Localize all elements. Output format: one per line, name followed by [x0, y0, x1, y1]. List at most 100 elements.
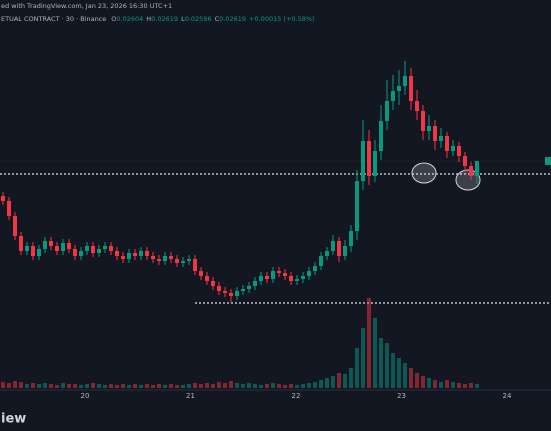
- candle-body: [331, 241, 335, 251]
- candle-body: [367, 141, 371, 176]
- candle-body: [7, 201, 11, 216]
- volume-bar: [1, 382, 5, 388]
- volume-bar: [163, 385, 167, 388]
- candle-body: [469, 166, 473, 176]
- volume-bar: [103, 385, 107, 388]
- candle-body: [319, 256, 323, 266]
- volume-bar: [43, 383, 47, 388]
- candle-body: [1, 196, 5, 201]
- candle-body: [343, 246, 347, 256]
- volume-bar: [415, 373, 419, 388]
- candle-body: [163, 256, 167, 261]
- x-tick-label: 21: [186, 392, 195, 400]
- volume-bar: [409, 368, 413, 388]
- candle-body: [175, 259, 179, 263]
- volume-bar: [79, 385, 83, 388]
- candle-body: [295, 279, 299, 281]
- volume-bar: [265, 384, 269, 388]
- volume-bar: [223, 383, 227, 388]
- candle-body: [265, 276, 269, 279]
- candle-body: [97, 249, 101, 253]
- volume-bar: [13, 381, 17, 388]
- volume-bar: [187, 384, 191, 388]
- header-line: ETUAL CONTRACT · 30 · Binance O0.02604 H0.…: [1, 15, 315, 23]
- candle-body: [127, 253, 131, 259]
- volume-bar: [403, 363, 407, 388]
- ohlc-label: L: [181, 15, 185, 23]
- highlight-circle: [455, 169, 481, 191]
- volume-bar: [427, 378, 431, 388]
- candle-body: [85, 246, 89, 251]
- candle-body: [229, 293, 233, 296]
- volume-bar: [31, 383, 35, 388]
- candle-body: [13, 216, 17, 236]
- volume-bar: [145, 384, 149, 388]
- candle-body: [241, 289, 245, 291]
- candle-body: [259, 276, 263, 281]
- candle-body: [169, 256, 173, 259]
- symbol: ETUAL CONTRACT · 30 · Binance: [1, 15, 106, 23]
- candle-body: [217, 286, 221, 291]
- candle-body: [445, 136, 449, 151]
- change: +0.00015 (+0.58%): [249, 15, 315, 23]
- volume-bar: [457, 383, 461, 388]
- volume-bar: [181, 385, 185, 388]
- candle-body: [463, 156, 467, 166]
- volume-bar: [217, 382, 221, 388]
- volume-bar: [205, 383, 209, 388]
- volume-bar: [127, 385, 131, 388]
- volume-bar: [379, 338, 383, 388]
- candle-body: [19, 236, 23, 251]
- candle-body: [307, 271, 311, 276]
- candle-body: [433, 126, 437, 141]
- volume-bar: [343, 374, 347, 388]
- volume-bar: [277, 384, 281, 388]
- volume-bar: [271, 383, 275, 388]
- candle-body: [247, 286, 251, 289]
- volume-bar: [325, 378, 329, 388]
- volume-bar: [193, 383, 197, 388]
- volume-bar: [301, 384, 305, 388]
- volume-bar: [253, 384, 257, 388]
- candle-body: [79, 251, 83, 256]
- candle-body: [205, 276, 209, 281]
- x-tick-label: 20: [81, 392, 90, 400]
- volume-bar: [211, 384, 215, 388]
- candle-body: [193, 259, 197, 271]
- candle-body: [271, 271, 275, 279]
- candle-body: [91, 246, 95, 253]
- volume-bar: [337, 373, 341, 388]
- volume-bar: [421, 376, 425, 388]
- volume-bar: [445, 380, 449, 388]
- candle-body: [253, 281, 257, 286]
- candle-body: [133, 253, 137, 256]
- candle-body: [211, 281, 215, 286]
- candle-body: [199, 271, 203, 276]
- volume-bar: [355, 348, 359, 388]
- candle-body: [355, 181, 359, 231]
- candle-body: [385, 101, 389, 121]
- candle-body: [145, 251, 149, 256]
- volume-bar: [37, 384, 41, 388]
- volume-bar: [289, 384, 293, 388]
- x-tick-label: 24: [503, 392, 512, 400]
- volume-bar: [385, 343, 389, 388]
- price-tag: [545, 157, 551, 165]
- candle-body: [397, 86, 401, 91]
- candle-body: [313, 266, 317, 271]
- volume-bar: [295, 385, 299, 388]
- candle-body: [55, 246, 59, 251]
- candle-body: [349, 231, 353, 246]
- volume-bar: [463, 384, 467, 388]
- candle-body: [181, 261, 185, 263]
- volume-bar: [67, 384, 71, 388]
- candle-body: [325, 251, 329, 256]
- candle-body: [457, 146, 461, 156]
- volume-bar: [25, 384, 29, 388]
- volume-bar: [469, 383, 473, 388]
- candle-body: [373, 151, 377, 176]
- candle-body: [421, 111, 425, 131]
- published-note: ed with TradingView.com, Jan 23, 2026 16…: [1, 2, 172, 10]
- candle-body: [235, 291, 239, 296]
